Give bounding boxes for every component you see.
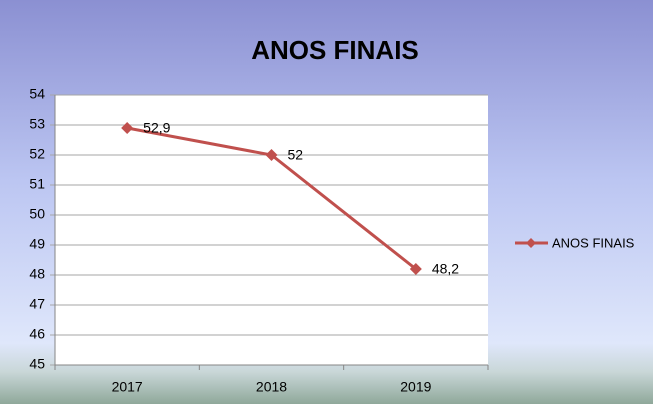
x-tick-label: 2017 <box>112 379 143 395</box>
marker <box>265 149 278 161</box>
x-tick-label: 2019 <box>400 379 431 395</box>
legend-marker <box>526 238 536 248</box>
y-tick-label: 46 <box>29 326 45 342</box>
plot-area <box>55 95 488 365</box>
y-tick-label: 47 <box>29 296 45 312</box>
y-tick-label: 45 <box>29 356 45 372</box>
x-tick-label: 2018 <box>256 379 287 395</box>
y-tick-label: 51 <box>29 176 45 192</box>
marker <box>121 122 134 134</box>
y-tick-label: 49 <box>29 236 45 252</box>
data-label: 48,2 <box>432 261 459 277</box>
data-label: 52,9 <box>143 120 170 136</box>
y-tick-label: 54 <box>29 86 45 102</box>
chart-title: ANOS FINAIS <box>251 35 419 65</box>
legend-label: ANOS FINAIS <box>552 235 635 250</box>
data-label: 52 <box>288 147 304 163</box>
y-tick-label: 52 <box>29 146 45 162</box>
y-tick-label: 53 <box>29 116 45 132</box>
y-tick-label: 50 <box>29 206 45 222</box>
y-tick-label: 48 <box>29 266 45 282</box>
marker <box>409 263 422 275</box>
